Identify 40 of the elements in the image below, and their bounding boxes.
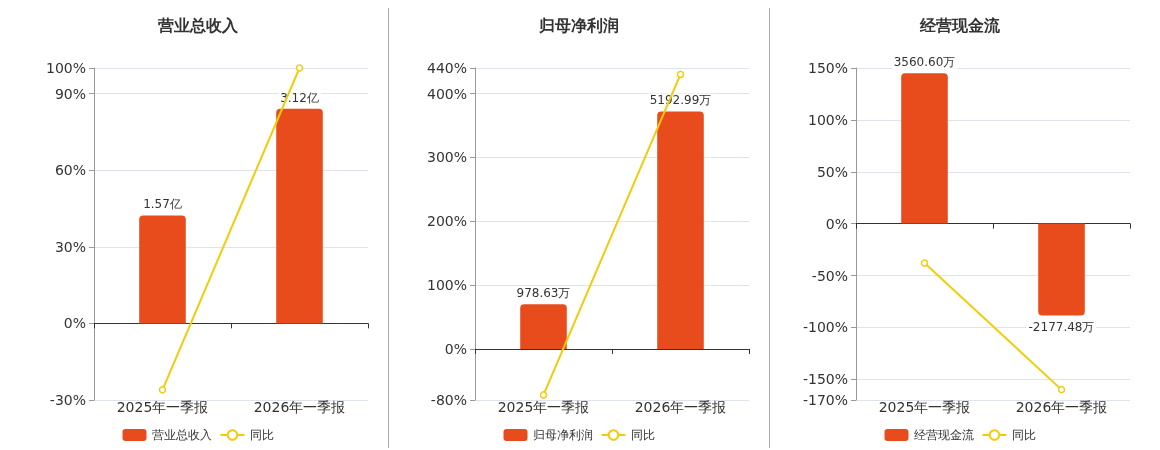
legend-label: 同比 bbox=[1011, 428, 1036, 442]
y-tick-label: 150% bbox=[807, 60, 848, 76]
y-tick-label: 200% bbox=[426, 213, 467, 230]
y-tick-label: -100% bbox=[802, 319, 848, 336]
legend-label: 归母净利润 bbox=[532, 428, 593, 442]
y-tick-label: 440% bbox=[426, 60, 467, 76]
legend-label: 同比 bbox=[249, 428, 274, 442]
y-tick-label: 0% bbox=[444, 340, 467, 357]
data-label: 3560.60万 bbox=[893, 55, 956, 70]
x-tick-label: 2025年一季报 bbox=[878, 399, 971, 415]
legend-label: 营业总收入 bbox=[151, 428, 212, 442]
data-label: 1.57亿 bbox=[143, 197, 182, 212]
y-tick-label: 100% bbox=[426, 277, 467, 294]
y-tick-label: 100% bbox=[807, 111, 848, 128]
y-tick-label: -30% bbox=[49, 392, 86, 408]
y-tick-label: 60% bbox=[54, 162, 86, 179]
y-tick-label: 300% bbox=[426, 149, 467, 166]
x-tick-label: 2026年一季报 bbox=[1015, 399, 1108, 415]
x-tick-label: 2025年一季报 bbox=[116, 399, 209, 415]
y-tick-label: -150% bbox=[802, 371, 848, 388]
y-tick-label: 400% bbox=[426, 85, 467, 102]
legend-label: 同比 bbox=[630, 428, 655, 442]
y-tick-label: 30% bbox=[54, 238, 86, 255]
x-tick-label: 2025年一季报 bbox=[497, 399, 590, 415]
y-tick-label: 100% bbox=[45, 60, 86, 76]
x-tick-label: 2026年一季报 bbox=[253, 399, 346, 415]
data-label: 978.63万 bbox=[516, 286, 571, 301]
y-tick-label: -80% bbox=[430, 392, 467, 408]
y-tick-label: -170% bbox=[802, 392, 848, 408]
chart-title: 归母净利润 bbox=[538, 15, 619, 35]
chart-title: 营业总收入 bbox=[157, 15, 239, 35]
y-tick-label: 0% bbox=[63, 315, 86, 332]
y-tick-label: 0% bbox=[825, 215, 848, 232]
y-tick-label: -50% bbox=[811, 267, 848, 284]
data-label: -2177.48万 bbox=[1028, 319, 1095, 334]
legend-label: 经营现金流 bbox=[913, 428, 974, 442]
y-tick-label: 50% bbox=[816, 163, 848, 180]
x-tick-label: 2026年一季报 bbox=[634, 399, 727, 415]
chart-title: 经营现金流 bbox=[919, 15, 1001, 35]
y-tick-label: 90% bbox=[54, 85, 86, 102]
